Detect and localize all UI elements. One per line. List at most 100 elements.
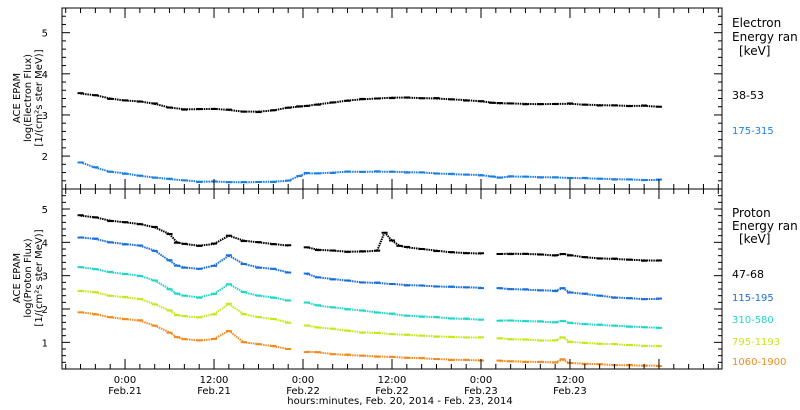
electron-data-point bbox=[581, 176, 588, 179]
electron-data-point bbox=[489, 175, 496, 178]
x-tick-date-label: Feb.23 bbox=[464, 386, 498, 397]
electron-data-point bbox=[552, 176, 559, 179]
electron-data-point bbox=[122, 99, 129, 102]
proton-data-point bbox=[303, 272, 310, 275]
proton-data-trace bbox=[554, 319, 563, 324]
proton-data-point bbox=[303, 324, 310, 327]
x-tick-time-label: 0:00 bbox=[292, 375, 314, 386]
proton-data-trace bbox=[562, 358, 571, 364]
proton-data-point bbox=[344, 279, 351, 282]
proton-data-point bbox=[581, 256, 588, 259]
proton-data-point bbox=[136, 244, 143, 247]
proton-data-point bbox=[166, 259, 173, 262]
x-axis-title: hours:minutes, Feb. 20, 2014 - Feb. 23, … bbox=[287, 396, 512, 407]
proton-data-trace bbox=[176, 264, 185, 269]
proton-data-marks bbox=[77, 214, 662, 368]
proton-data-trace bbox=[554, 358, 563, 364]
electron-data-point bbox=[611, 104, 618, 107]
x-tick-date-label: Feb.21 bbox=[197, 386, 231, 397]
proton-series-3 bbox=[77, 266, 662, 329]
x-tick-date-label: Feb.21 bbox=[108, 386, 142, 397]
x-tick-time-label: 0:00 bbox=[470, 375, 492, 386]
proton-data-point bbox=[448, 285, 455, 288]
proton-data-point bbox=[240, 290, 247, 293]
proton-data-point bbox=[655, 259, 662, 262]
proton-data-point bbox=[181, 242, 188, 245]
electron-data-trace bbox=[492, 175, 500, 179]
electron-data-marks bbox=[77, 92, 662, 184]
proton-data-point bbox=[522, 288, 529, 291]
proton-data-point bbox=[389, 312, 395, 315]
proton-data-point bbox=[655, 326, 662, 329]
proton-data-point bbox=[496, 287, 503, 290]
electron-data-point bbox=[166, 177, 173, 180]
proton-data-point bbox=[559, 287, 566, 290]
electron-data-point bbox=[566, 102, 573, 105]
electron-data-point bbox=[496, 176, 503, 179]
proton-y-tick-label: 2 bbox=[42, 305, 48, 316]
x-tick-date-label: Feb.22 bbox=[375, 386, 409, 397]
proton-data-trace bbox=[562, 319, 571, 324]
proton-series-5 bbox=[77, 311, 662, 368]
proton-data-point bbox=[389, 355, 395, 358]
x-tick-date-label: Feb.22 bbox=[286, 386, 320, 397]
proton-data-point bbox=[448, 251, 455, 254]
proton-data-point bbox=[596, 323, 603, 326]
proton-data-trace bbox=[213, 254, 230, 267]
x-tick-date-label: Feb.23 bbox=[553, 386, 587, 397]
proton-data-trace bbox=[154, 226, 170, 235]
proton-series-4 bbox=[77, 289, 662, 348]
proton-data-point bbox=[173, 336, 180, 339]
proton-data-trace bbox=[139, 244, 156, 252]
proton-data-point bbox=[77, 266, 84, 269]
proton-legend-entry-2: 115-195 bbox=[732, 293, 774, 304]
proton-data-point bbox=[403, 245, 410, 248]
electron-data-point bbox=[433, 97, 440, 100]
proton-data-point bbox=[626, 297, 633, 300]
electron-data-trace bbox=[80, 161, 96, 169]
proton-data-point bbox=[314, 351, 321, 354]
proton-data-point bbox=[225, 254, 232, 257]
proton-data-point bbox=[581, 292, 588, 295]
proton-data-point bbox=[581, 341, 588, 344]
proton-data-point bbox=[537, 320, 544, 323]
proton-series-2 bbox=[77, 236, 662, 301]
proton-data-point bbox=[433, 316, 440, 319]
electron-data-point bbox=[626, 178, 633, 181]
electron-data-point bbox=[314, 103, 321, 106]
proton-data-point bbox=[151, 225, 158, 228]
proton-data-point bbox=[240, 341, 247, 344]
proton-data-point bbox=[181, 314, 188, 317]
proton-ylabel-line-3: [1/(cm²s ster MeV)] bbox=[34, 229, 45, 326]
x-tick-time-label: 12:00 bbox=[556, 375, 585, 386]
proton-data-trace bbox=[176, 336, 185, 340]
electron-series-1 bbox=[77, 92, 662, 114]
proton-data-point bbox=[107, 270, 114, 273]
proton-y-tick-label: 1 bbox=[42, 338, 48, 349]
proton-data-trace bbox=[176, 241, 185, 245]
proton-data-point bbox=[463, 358, 470, 361]
proton-y-tick-label: 5 bbox=[42, 205, 48, 216]
electron-data-point bbox=[641, 104, 648, 107]
proton-data-point bbox=[255, 315, 262, 318]
proton-data-point bbox=[173, 292, 180, 295]
proton-data-trace bbox=[213, 303, 230, 315]
proton-data-point bbox=[611, 257, 618, 260]
proton-data-point bbox=[92, 291, 99, 294]
proton-data-trace bbox=[228, 329, 245, 344]
electron-data-point bbox=[329, 171, 336, 174]
proton-data-point bbox=[418, 356, 425, 359]
proton-data-trace bbox=[139, 319, 156, 327]
electron-y-tick-label: 2 bbox=[42, 152, 48, 163]
proton-data-point bbox=[329, 327, 336, 330]
proton-data-point bbox=[389, 239, 395, 242]
electron-data-point bbox=[285, 106, 292, 109]
proton-data-point bbox=[374, 281, 381, 284]
proton-data-point bbox=[107, 316, 114, 319]
proton-data-point bbox=[225, 302, 232, 305]
proton-data-point bbox=[374, 331, 381, 334]
proton-legend-entry-5: 1060-1900 bbox=[732, 357, 787, 368]
proton-data-point bbox=[255, 241, 262, 244]
proton-data-point bbox=[151, 279, 158, 282]
